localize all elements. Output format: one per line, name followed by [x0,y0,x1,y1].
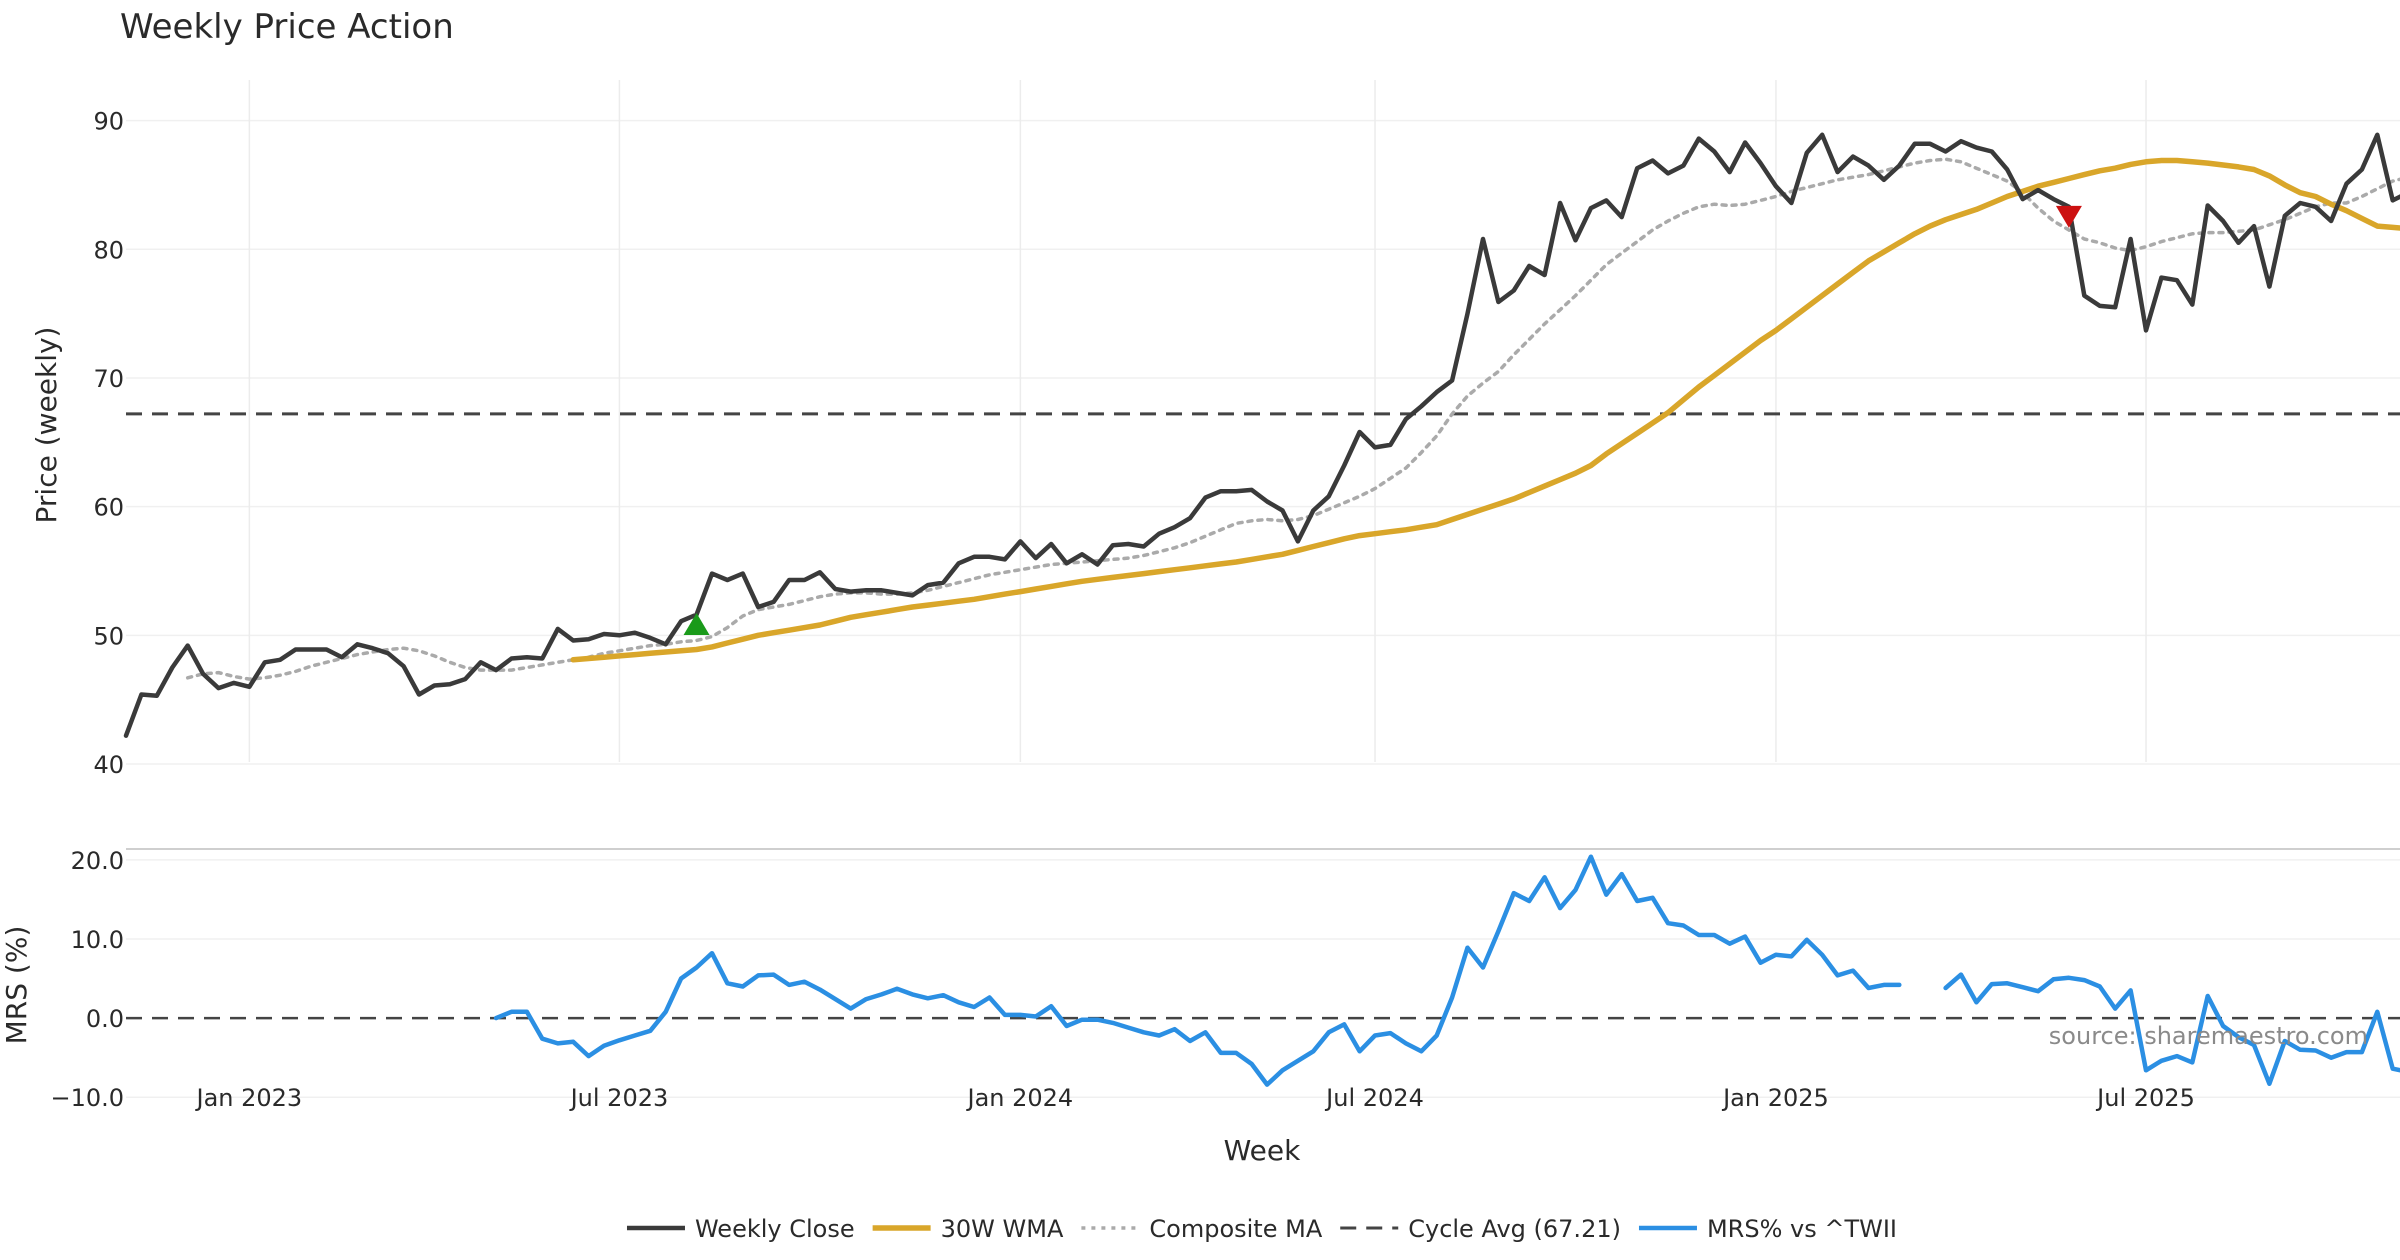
price-y-tick-label: 60 [93,494,124,522]
mrs-y-tick-label: 0.0 [86,1005,124,1033]
price-y-tick-label: 50 [93,622,124,650]
legend-label-mrs: MRS% vs ^TWII [1707,1215,1897,1243]
legend: Weekly Close 30W WMA Composite MA Cycle Avg… [626,1215,1897,1243]
x-tick-label: Jul 2023 [569,1084,669,1112]
x-axis-ticks: Jan 2023 Jul 2023 Jan 2024 Jul 2024 Jan 2025… [195,1084,2195,1112]
buy-signal-marker [683,613,710,636]
x-tick-label: Jan 2025 [1721,1084,1829,1112]
series-line-composite-ma [185,157,2400,681]
legend-label-composite: Composite MA [1149,1215,1322,1243]
series-line-mrs-vs-twii [493,854,1902,1087]
signal-markers [683,205,2082,636]
x-tick-label: Jul 2025 [2095,1084,2195,1112]
series-line-30w-wma [570,157,2400,663]
price-y-tick-label: 70 [93,365,124,393]
price-y-tick-label: 80 [93,236,124,264]
price-y-ticks: 40 50 60 70 80 90 [93,108,124,779]
mrs-y-tick-label: 10.0 [71,926,124,954]
legend-label-wma: 30W WMA [941,1215,1064,1243]
series-line-weekly-close [123,132,2400,738]
price-y-axis-label: Price (weekly) [30,327,63,524]
x-tick-label: Jul 2024 [1324,1084,1424,1112]
legend-label-cycle: Cycle Avg (67.21) [1408,1215,1621,1243]
source-credit: source: sharemaestro.com [2049,1022,2368,1050]
price-y-tick-label: 90 [93,108,124,136]
chart-title: Weekly Price Action [120,7,454,47]
mrs-grid [126,859,2400,1098]
sell-signal-marker [2055,205,2082,228]
mrs-y-tick-label: 20.0 [71,847,124,875]
series-line-mrs-vs-twii [1943,972,2400,1087]
price-grid [126,80,2400,765]
x-axis-label: Week [1224,1134,1301,1167]
price-y-tick-label: 40 [93,751,124,779]
price-series-group [123,132,2400,738]
legend-label-close: Weekly Close [695,1215,855,1243]
mrs-y-ticks: −10.0 0.0 10.0 20.0 [50,847,124,1112]
x-tick-label: Jan 2023 [195,1084,303,1112]
mrs-y-tick-label: −10.0 [50,1084,124,1112]
mrs-y-axis-label: MRS (%) [0,926,33,1045]
x-tick-label: Jan 2024 [966,1084,1074,1112]
mrs-series-group [493,854,2400,1087]
